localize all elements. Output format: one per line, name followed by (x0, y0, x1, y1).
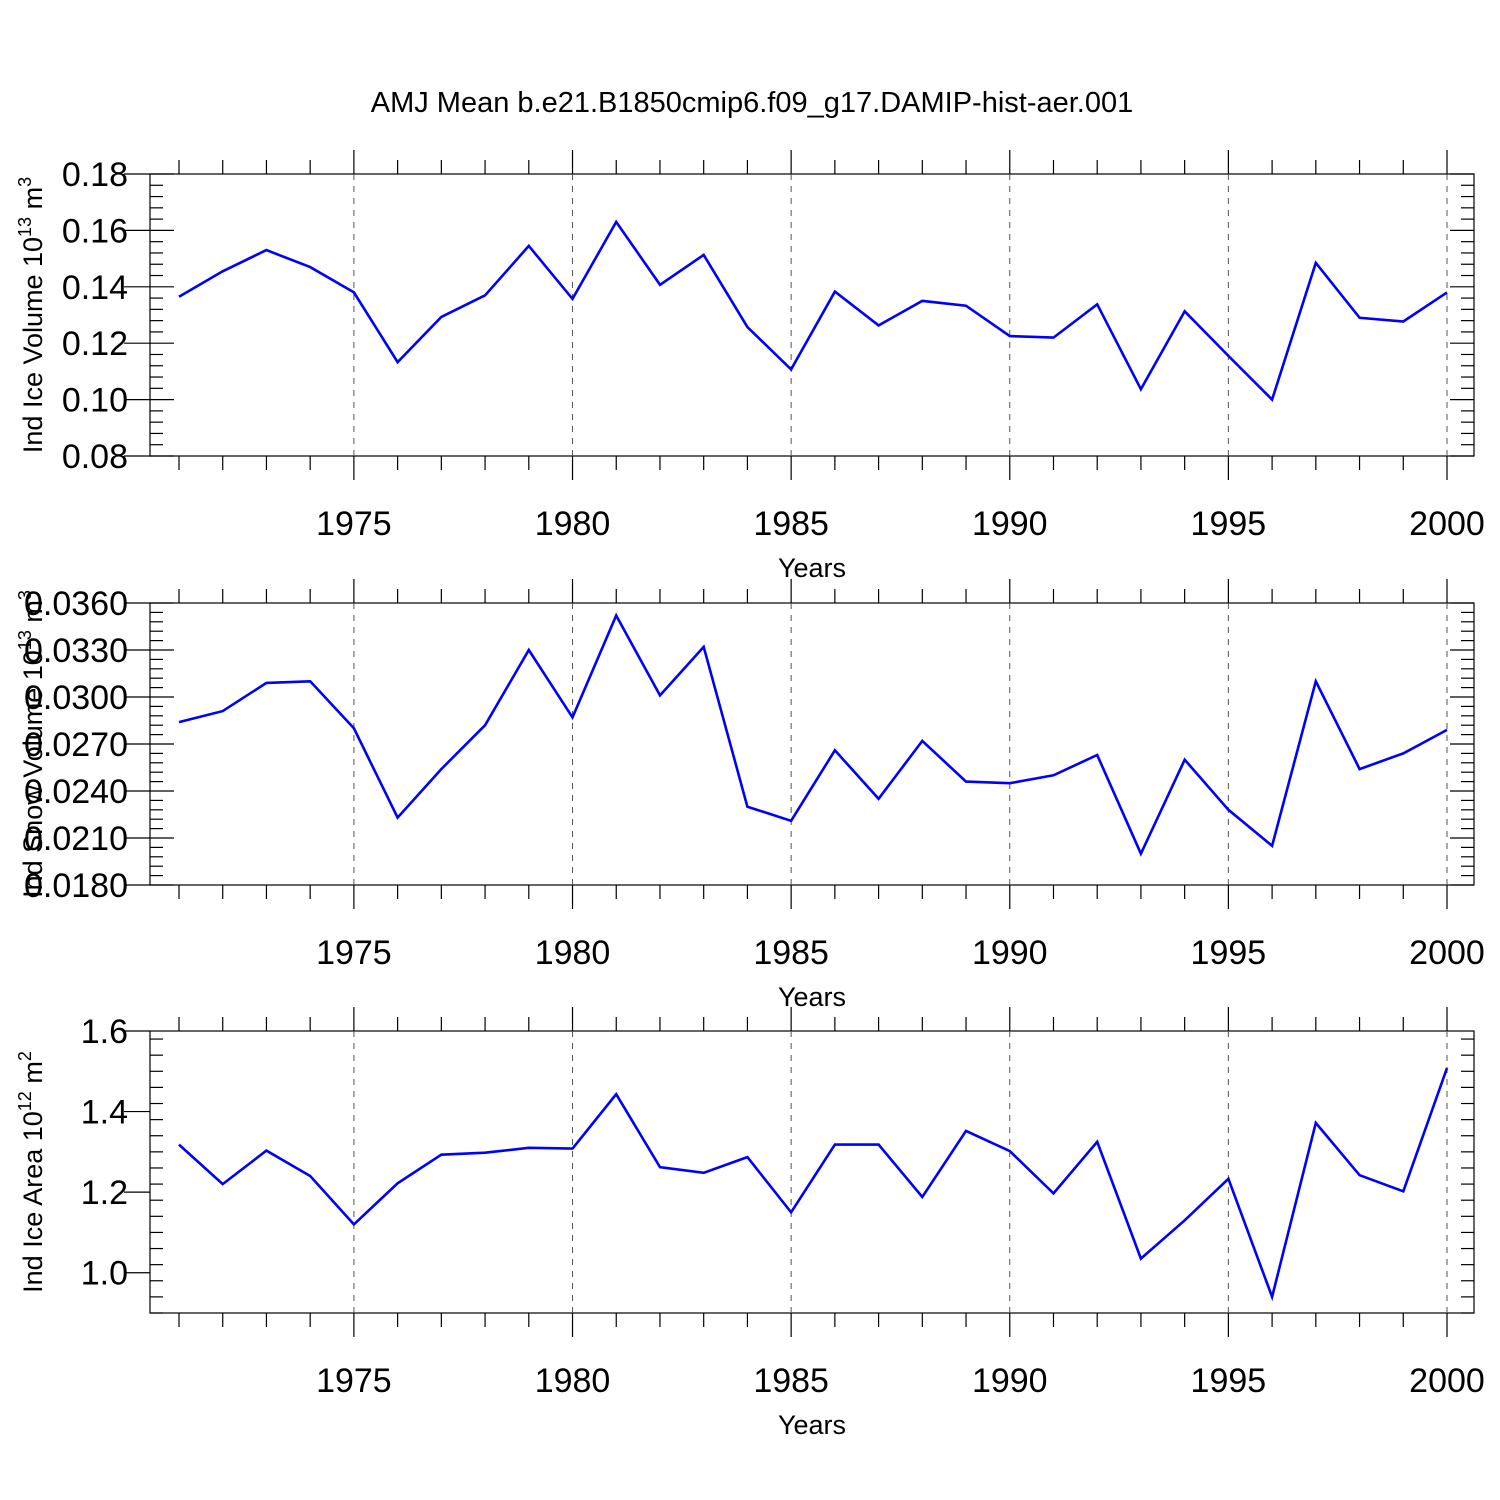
x-tick-label: 2000 (1409, 505, 1485, 543)
y-tick-label: 0.08 (62, 438, 128, 476)
x-tick-label: 1975 (316, 1362, 392, 1400)
x-tick-label: 1985 (753, 934, 829, 972)
y-tick-label: 0.0240 (24, 773, 128, 811)
x-tick-label: 2000 (1409, 934, 1485, 972)
y-tick-label: 1.6 (81, 1013, 128, 1051)
y-tick-label: 0.16 (62, 212, 128, 250)
y-tick-label: 0.0180 (24, 867, 128, 905)
x-axis-label: Years (778, 1410, 846, 1440)
x-tick-label: 1980 (535, 505, 611, 543)
x-tick-label: 1985 (753, 505, 829, 543)
y-tick-label: 0.0330 (24, 632, 128, 670)
y-tick-label: 0.14 (62, 269, 128, 307)
data-series-line (178, 1067, 1449, 1302)
x-tick-label: 1975 (316, 505, 392, 543)
y-tick-label: 1.4 (81, 1094, 128, 1132)
x-tick-label: 1990 (972, 934, 1048, 972)
x-axis-label: Years (778, 553, 846, 583)
y-axis-label: Ind Ice Volume 1013 m3 (15, 177, 48, 453)
x-tick-label: 1985 (753, 1362, 829, 1400)
panel-ice-volume: 0.08 0.10 0.12 0.14 0.16 0.18 1975 1980 1985 1990… (15, 150, 1485, 583)
x-tick-label: 1995 (1191, 1362, 1267, 1400)
y-tick-label: 0.12 (62, 325, 128, 363)
x-tick-label: 2000 (1409, 1362, 1485, 1400)
y-tick-label: 0.18 (62, 156, 128, 194)
y-tick-label: 0.0270 (24, 726, 128, 764)
y-tick-label: 1.0 (81, 1255, 128, 1293)
plot-frame (149, 173, 1475, 457)
data-series-line (178, 612, 1448, 857)
figure-title: AMJ Mean b.e21.B1850cmip6.f09_g17.DAMIP-… (371, 87, 1133, 119)
x-tick-label: 1980 (535, 1362, 611, 1400)
x-tick-label: 1990 (972, 1362, 1048, 1400)
x-axis-label: Years (778, 982, 846, 1012)
plot-frame (149, 1030, 1475, 1314)
x-tick-label: 1980 (535, 934, 611, 972)
y-tick-label: 0.0210 (24, 820, 128, 858)
panel-ice-area: 1.0 1.2 1.4 1.6 1975 1980 1985 1990 1995 2000 Year… (15, 1007, 1485, 1440)
panel-snow-volume: 0.0180 0.0210 0.0240 0.0270 0.0300 0.0330 0.03… (15, 579, 1485, 1012)
data-series-line (178, 219, 1448, 403)
y-axis-label: Ind Snow Volume 1013 m3 (15, 590, 48, 898)
y-tick-label: 0.10 (62, 382, 128, 420)
x-tick-label: 1995 (1191, 934, 1267, 972)
y-tick-label: 0.0360 (24, 585, 128, 623)
x-tick-label: 1995 (1191, 505, 1267, 543)
x-tick-label: 1975 (316, 934, 392, 972)
x-tick-label: 1990 (972, 505, 1048, 543)
y-axis-label: Ind Ice Area 1012 m2 (15, 1051, 48, 1293)
y-tick-label: 0.0300 (24, 679, 128, 717)
y-tick-label: 1.2 (81, 1174, 128, 1212)
